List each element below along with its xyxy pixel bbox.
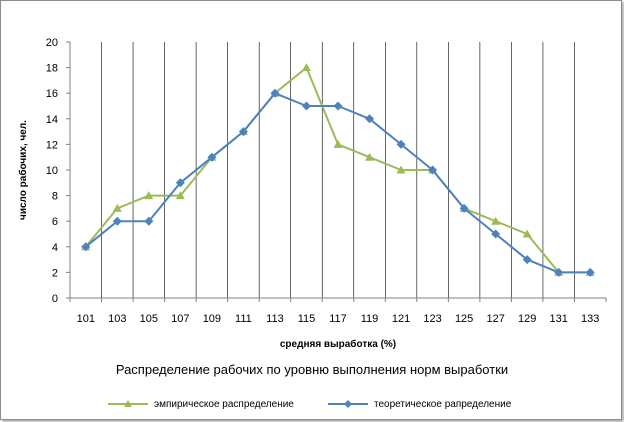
x-tick-label: 101 [77, 313, 95, 325]
data-point-0 [301, 63, 311, 72]
x-tick-label: 107 [171, 313, 189, 325]
data-point-0 [112, 203, 122, 212]
data-point-1 [522, 255, 532, 265]
y-tick-label: 0 [52, 293, 58, 305]
data-point-1 [396, 139, 406, 149]
data-point-0 [144, 191, 154, 200]
x-tick-label: 123 [423, 313, 441, 325]
legend-swatch-empirical [108, 400, 148, 407]
chart-title: Распределение рабочих по уровню выполнен… [115, 362, 509, 377]
y-axis-label: число рабочих, чел. [17, 120, 29, 220]
x-tick-label: 115 [298, 313, 316, 325]
data-point-0 [175, 191, 185, 200]
x-tick-label: 129 [518, 313, 536, 325]
series-line-0 [84, 66, 591, 274]
y-tick-label: 14 [46, 114, 58, 126]
y-tick-label: 2 [52, 267, 58, 279]
legend-item-empirical: эмпирическое распределение [108, 392, 294, 416]
axes [66, 41, 607, 302]
x-axis-label: средняя выработка (%) [280, 338, 396, 350]
x-tick-label: 113 [266, 313, 284, 325]
x-tick-label: 119 [361, 313, 379, 325]
data-point-0 [491, 216, 501, 225]
data-point-1 [301, 101, 311, 111]
legend-swatch-theoretical [328, 400, 368, 408]
data-point-0 [396, 165, 406, 174]
data-point-1 [554, 267, 564, 277]
x-tick-label: 105 [140, 313, 158, 325]
data-point-1 [585, 267, 595, 277]
data-point-1 [333, 101, 343, 111]
x-tick-label: 111 [235, 313, 252, 325]
data-point-1 [144, 216, 154, 226]
data-point-1 [81, 242, 91, 252]
x-tick-label: 117 [329, 313, 347, 325]
x-tick-label: 133 [581, 313, 599, 325]
x-tick-label: 131 [550, 313, 568, 325]
x-tick-label: 127 [486, 313, 504, 325]
legend-label-theoretical: теоретическое рапределение [374, 398, 512, 410]
y-tick-label: 16 [46, 88, 58, 100]
y-tick-label: 10 [46, 165, 58, 177]
x-tick-label: 109 [203, 313, 221, 325]
data-point-1 [238, 127, 248, 137]
y-tick-labels: 0 2 4 6 8 10 12 14 16 18 20 [46, 37, 58, 305]
grid-lines [101, 42, 575, 298]
y-tick-label: 6 [52, 216, 58, 228]
data-point-1 [459, 203, 469, 213]
data-point-1 [491, 229, 501, 239]
x-tick-label: 121 [392, 313, 410, 325]
data-point-1 [112, 216, 122, 226]
data-point-1 [365, 114, 375, 124]
x-tick-label: 125 [455, 313, 473, 325]
y-tick-label: 18 [46, 63, 58, 75]
x-tick-labels: 101 103 105 107 109 111 113 115 117 119 121 123 125 1… [77, 313, 600, 325]
data-point-1 [207, 152, 217, 162]
series-line-1 [85, 92, 591, 274]
data-point-1 [175, 178, 185, 188]
data-point-1 [270, 88, 280, 98]
data-point-0 [522, 229, 532, 238]
x-tick-label: 103 [108, 313, 126, 325]
legend: эмпирическое распределение теоретическое… [0, 392, 624, 416]
y-tick-label: 20 [46, 37, 58, 49]
data-point-1 [428, 165, 438, 175]
data-point-0 [365, 152, 375, 161]
y-tick-label: 4 [52, 242, 58, 254]
data-point-0 [333, 139, 343, 148]
y-tick-label: 12 [46, 139, 58, 151]
legend-item-theoretical: теоретическое рапределение [328, 392, 511, 416]
series-lines [81, 63, 595, 277]
y-tick-label: 8 [52, 191, 58, 203]
legend-label-empirical: эмпирическое распределение [154, 398, 294, 410]
